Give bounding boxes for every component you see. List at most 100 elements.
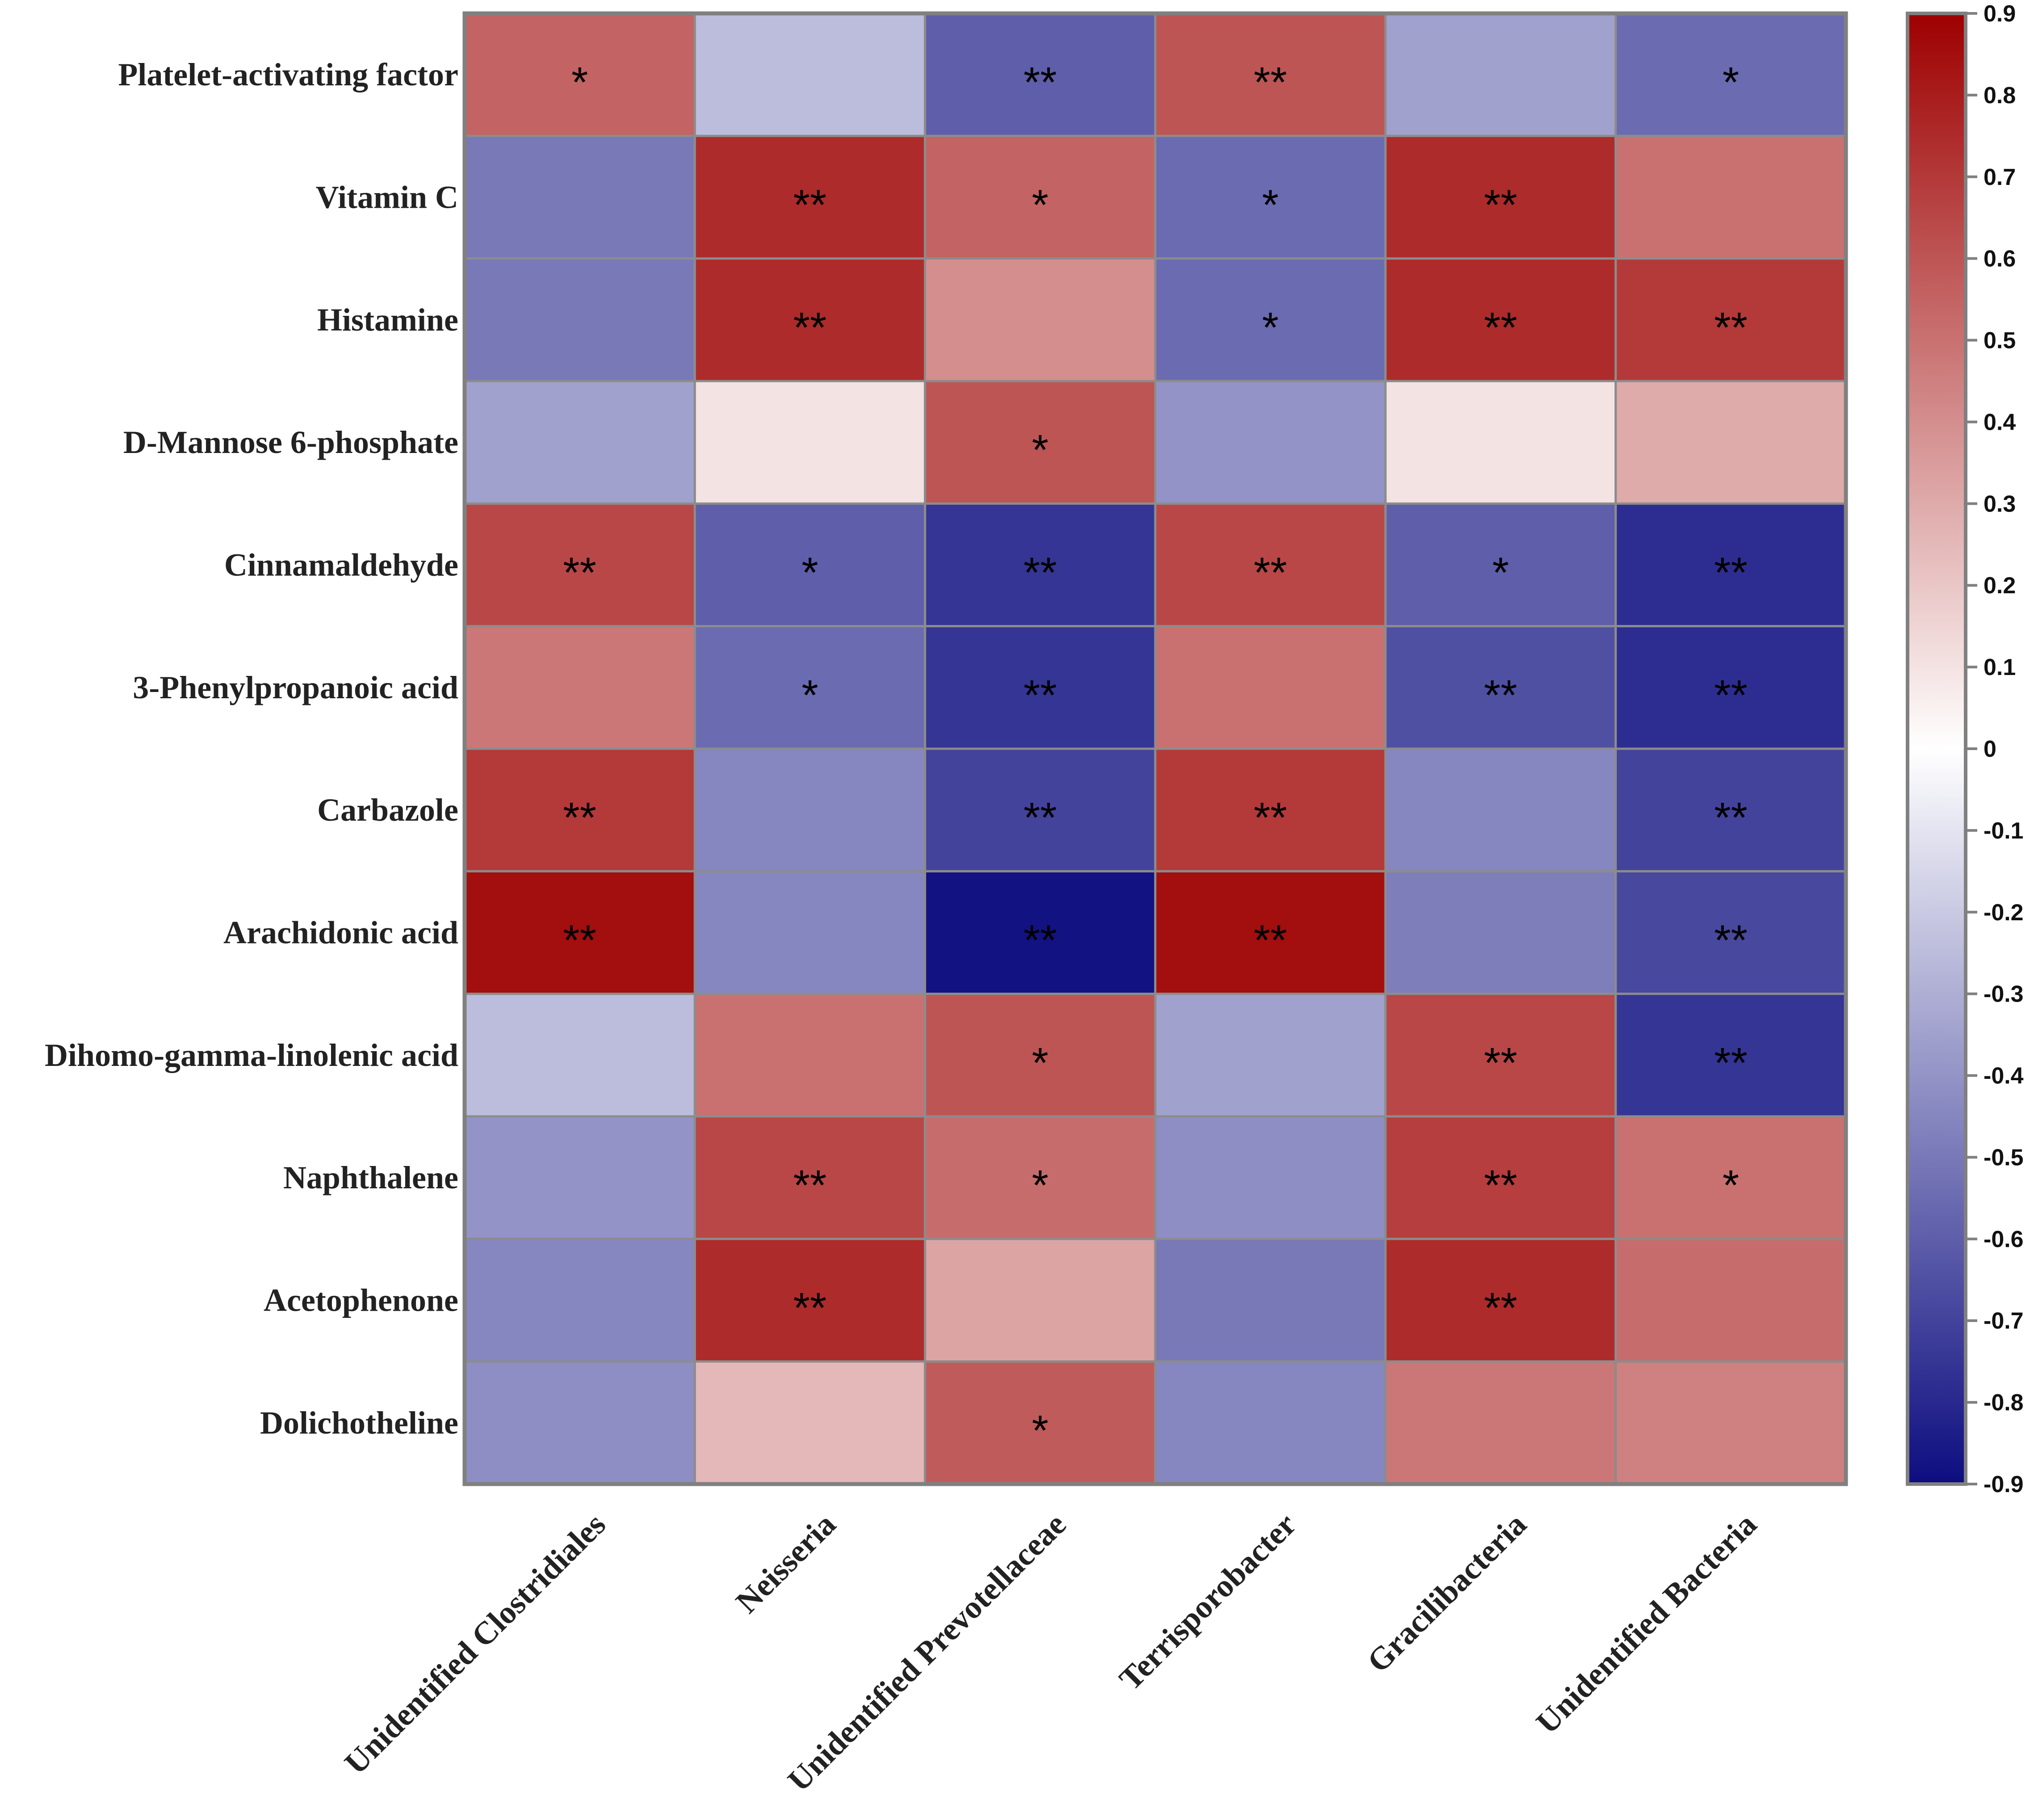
significance-mark: **	[1023, 917, 1057, 965]
row-label: Arachidonic acid	[223, 915, 458, 951]
plot-border	[462, 11, 1848, 1486]
significance-mark: *	[801, 671, 818, 719]
colorbar-tick-label: 0.4	[1983, 409, 2016, 435]
significance-mark: **	[563, 794, 596, 842]
significance-mark: *	[1032, 1039, 1048, 1087]
heatmap-cell	[924, 1237, 1157, 1363]
heatmap-cell	[1154, 993, 1387, 1118]
significance-marks: * ** ** *** * * **** * ** ***** * ** ** * *** ** ** **** *…	[563, 59, 1747, 1455]
significance-mark: **	[563, 549, 596, 597]
heatmap-cell	[1384, 12, 1617, 137]
heatmap-cell	[1614, 870, 1847, 995]
heatmap-cell	[1614, 257, 1847, 382]
row-label: Dihomo-gamma-linolenic acid	[45, 1037, 458, 1073]
heatmap-cell	[1384, 625, 1617, 750]
significance-mark: *	[1723, 1162, 1739, 1209]
column-label: Unidentified Clostridiales	[338, 1506, 612, 1781]
significance-mark: *	[801, 549, 818, 597]
significance-mark: **	[1484, 671, 1518, 719]
heatmap-cell	[463, 380, 696, 505]
significance-mark: **	[1714, 794, 1748, 842]
colorbar-tick-label: 0.6	[1983, 246, 2016, 272]
colorbar-tick-label: 0.8	[1983, 83, 2016, 109]
significance-mark: **	[563, 917, 596, 965]
heatmap-cell	[693, 1237, 927, 1363]
heatmap-cells	[463, 12, 1847, 1485]
heatmap-cell	[924, 257, 1157, 382]
colorbar-tick-label: -0.2	[1983, 900, 2024, 926]
heatmap-cell	[1384, 870, 1617, 995]
row-label: Dolichotheline	[260, 1405, 458, 1441]
row-label: Acetophenone	[264, 1283, 458, 1318]
colorbar-tick-label: -0.4	[1983, 1063, 2024, 1089]
heatmap-cell	[463, 12, 696, 137]
row-label: Histamine	[317, 302, 458, 338]
significance-mark: **	[1484, 304, 1518, 352]
colorbar-tick-label: 0.9	[1983, 1, 2016, 27]
significance-mark: **	[1023, 794, 1057, 842]
heatmap-cell	[693, 870, 927, 995]
significance-mark: **	[1714, 304, 1748, 352]
significance-mark: **	[1254, 549, 1287, 597]
significance-mark: **	[1023, 549, 1057, 597]
heatmap-cell	[1384, 1115, 1617, 1240]
heatmap-cell	[924, 12, 1157, 137]
column-label: Neisseria	[729, 1506, 843, 1620]
column-labels: Unidentified Clostridiales Neisseria Unide…	[338, 1506, 1764, 1799]
heatmap-cell	[1614, 625, 1847, 750]
row-labels: Platelet-activating factor Vitamin C Hista…	[45, 57, 458, 1441]
heatmap-cell	[1614, 134, 1847, 260]
heatmap-cell	[1154, 625, 1387, 750]
heatmap-cell	[463, 1115, 696, 1240]
heatmap-cell	[1154, 257, 1387, 382]
heatmap-cell	[1154, 1360, 1387, 1485]
significance-mark: *	[1032, 181, 1048, 229]
heatmap-cell	[1614, 380, 1847, 505]
heatmap-cell	[924, 1115, 1157, 1240]
heatmap-cell	[1614, 502, 1847, 628]
row-label: Platelet-activating factor	[118, 57, 458, 92]
significance-mark: *	[1723, 59, 1739, 106]
significance-mark: **	[1023, 59, 1057, 106]
colorbar-tick-label: 0.5	[1983, 328, 2016, 354]
heatmap-cell	[924, 134, 1157, 260]
significance-mark: **	[1254, 794, 1287, 842]
row-label: D-Mannose 6-phosphate	[123, 424, 458, 460]
heatmap-cell	[693, 12, 927, 137]
column-label: Gracilibacteria	[1360, 1506, 1533, 1679]
heatmap-cell	[924, 870, 1157, 995]
significance-mark: **	[1714, 671, 1748, 719]
heatmap-cell	[1614, 1115, 1847, 1240]
heatmap-cell	[693, 993, 927, 1118]
row-label: 3-Phenylpropanoic acid	[133, 670, 458, 705]
column-label: Unidentified Bacteria	[1529, 1506, 1764, 1741]
colorbar-tick-label: -0.6	[1983, 1226, 2024, 1252]
colorbar-tick-label: 0.7	[1983, 164, 2016, 190]
heatmap-cell	[924, 502, 1157, 628]
significance-mark: *	[1492, 549, 1509, 597]
significance-mark: *	[1032, 1407, 1048, 1455]
heatmap-cell	[1614, 1237, 1847, 1363]
row-label: Carbazole	[317, 792, 458, 828]
heatmap-cell	[463, 993, 696, 1118]
significance-mark: **	[1254, 917, 1287, 965]
significance-mark: **	[793, 181, 827, 229]
heatmap-cell	[924, 625, 1157, 750]
heatmap-cell	[1154, 1115, 1387, 1240]
significance-mark: **	[1484, 1039, 1518, 1087]
heatmap-cell	[463, 1237, 696, 1363]
significance-mark: *	[1032, 426, 1048, 474]
significance-mark: **	[793, 1162, 827, 1209]
heatmap-cell	[463, 134, 696, 260]
heatmap-cell	[463, 257, 696, 382]
row-label: Vitamin C	[316, 180, 458, 215]
heatmap-cell	[1614, 747, 1847, 872]
heatmap-cell	[1384, 380, 1617, 505]
heatmap-cell	[1154, 1237, 1387, 1363]
significance-mark: **	[1714, 917, 1748, 965]
significance-mark: **	[1254, 59, 1287, 106]
heatmap-cell	[1384, 747, 1617, 872]
significance-mark: **	[1714, 549, 1748, 597]
